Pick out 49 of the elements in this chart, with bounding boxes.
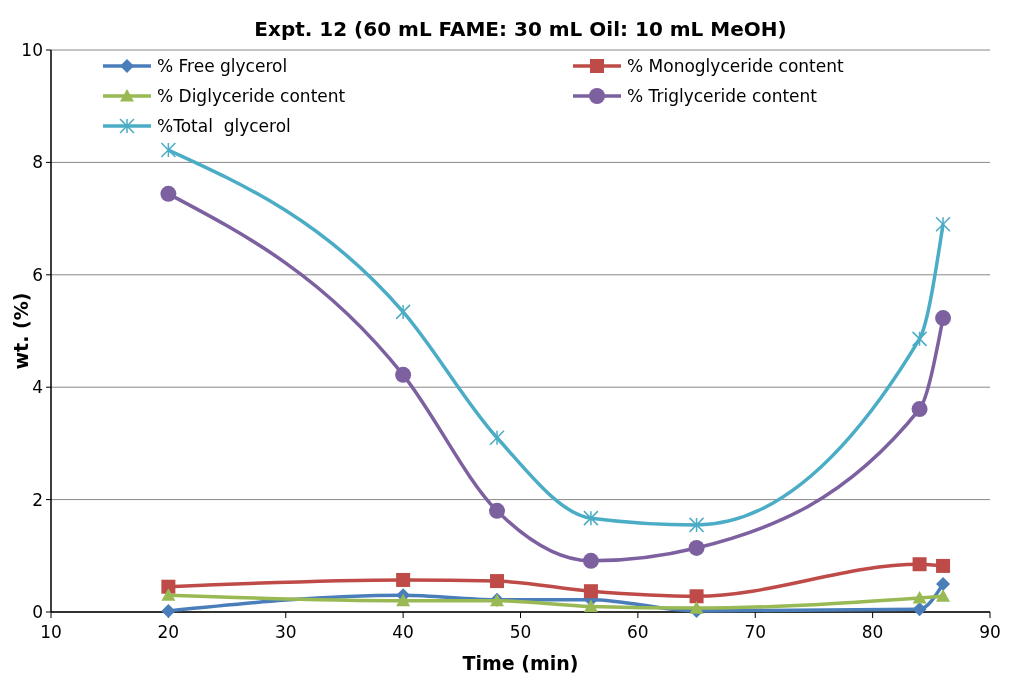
point <box>912 602 927 617</box>
legend-label: %Total glycerol <box>157 116 291 136</box>
point <box>688 517 705 533</box>
point <box>396 572 411 587</box>
point <box>396 593 411 607</box>
x-tick-label: 80 <box>861 622 884 642</box>
point <box>688 539 705 556</box>
point <box>911 331 928 347</box>
legend-label: % Free glycerol <box>157 56 288 76</box>
x-tick-label: 60 <box>627 622 649 642</box>
legend-label: % Diglyceride content <box>157 86 346 106</box>
point <box>161 588 176 601</box>
point <box>936 558 951 573</box>
point <box>160 185 177 202</box>
point <box>689 601 704 614</box>
y-tick-label: 0 <box>32 602 43 622</box>
y-tick-label: 6 <box>32 264 43 285</box>
point <box>583 599 598 612</box>
point <box>161 603 176 618</box>
y-tick-label: 4 <box>32 377 43 398</box>
point <box>912 557 927 572</box>
point <box>583 584 598 599</box>
point <box>489 502 506 519</box>
x-tick-label: 90 <box>979 622 1001 642</box>
point <box>936 589 951 602</box>
point <box>936 576 951 591</box>
point <box>582 552 599 569</box>
y-tick-label: 8 <box>32 152 43 173</box>
point <box>689 589 704 604</box>
point <box>912 590 927 604</box>
y-tick-label: 10 <box>21 40 43 60</box>
point <box>583 510 599 526</box>
point <box>490 574 505 589</box>
legend-label: % Triglyceride content <box>627 86 818 106</box>
x-tick-label: 20 <box>157 622 180 642</box>
x-axis-title: Time (min) <box>462 652 579 674</box>
point <box>395 366 412 383</box>
y-axis-title: wt. (%) <box>10 292 32 370</box>
chart-title: Expt. 12 (60 mL FAME: 30 mL Oil: 10 mL MeOH) <box>254 17 787 41</box>
x-tick-label: 50 <box>509 622 532 642</box>
y-tick-label: 2 <box>32 489 43 510</box>
legend-label: % Monoglyceride content <box>627 56 844 76</box>
point <box>935 216 951 232</box>
point <box>911 401 928 418</box>
x-tick-label: 30 <box>274 622 297 642</box>
x-tick-label: 70 <box>744 622 767 642</box>
point <box>160 142 177 158</box>
point <box>935 310 952 327</box>
x-tick-label: 40 <box>392 622 414 642</box>
